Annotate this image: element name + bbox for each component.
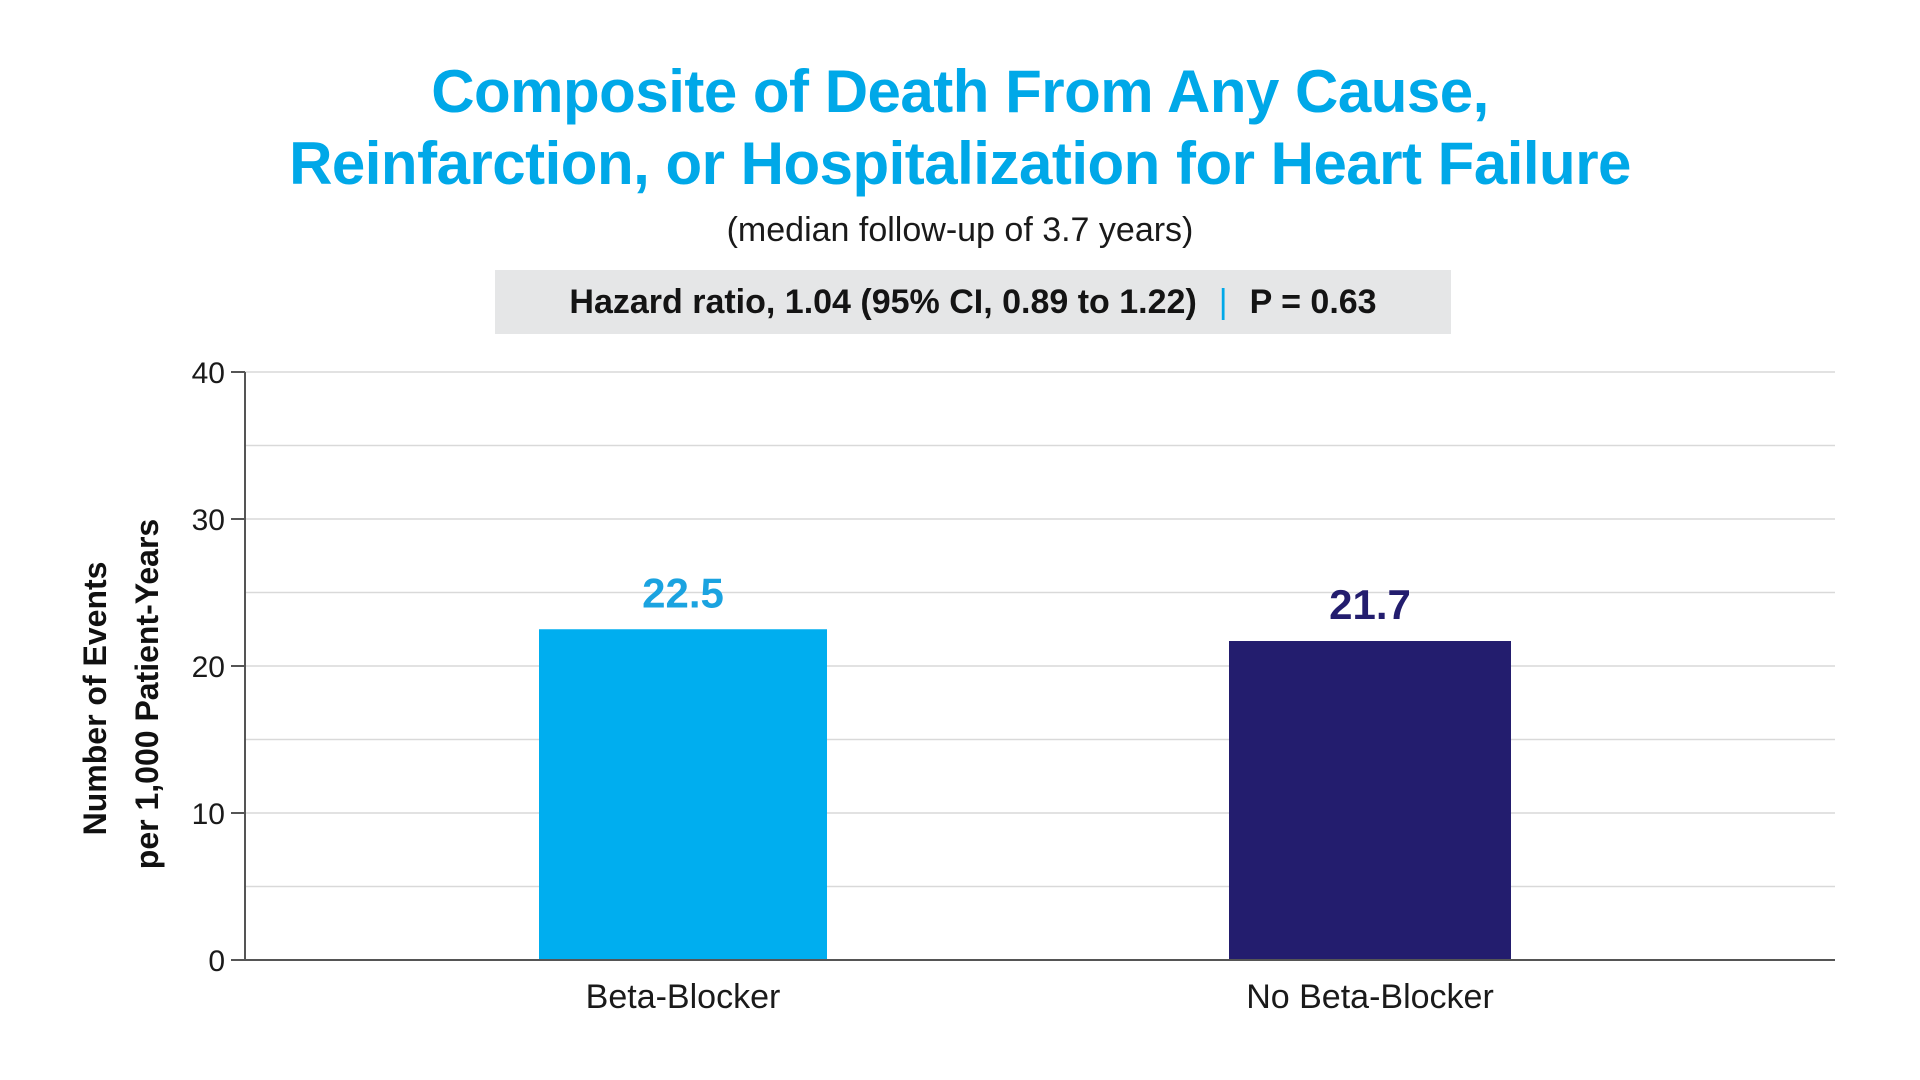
bar-value-label: 22.5 bbox=[642, 569, 724, 616]
bars bbox=[539, 629, 1511, 960]
category-label: Beta-Blocker bbox=[586, 978, 781, 1016]
bar-beta-blocker bbox=[539, 629, 827, 960]
y-tick-label: 20 bbox=[192, 651, 225, 684]
bar-no-beta-blocker bbox=[1229, 641, 1511, 960]
p-value-text: P = 0.63 bbox=[1249, 282, 1377, 321]
bar-value-label: 21.7 bbox=[1329, 581, 1411, 628]
gridlines bbox=[245, 371, 1835, 888]
labels: 22.5 Beta-Blocker 21.7 No Beta-Blocker bbox=[586, 569, 1494, 1016]
y-tick-label: 40 bbox=[192, 357, 225, 390]
chart-title-line-1: Composite of Death From Any Cause, bbox=[431, 58, 1489, 125]
y-tick-label: 0 bbox=[208, 945, 225, 978]
chart-subtitle: (median follow-up of 3.7 years) bbox=[726, 211, 1194, 249]
y-tick-label: 10 bbox=[192, 798, 225, 831]
stats-box: Hazard ratio, 1.04 (95% CI, 0.89 to 1.22… bbox=[495, 270, 1451, 334]
y-tick-label: 30 bbox=[192, 504, 225, 537]
hazard-ratio-text: Hazard ratio, 1.04 (95% CI, 0.89 to 1.22… bbox=[569, 282, 1197, 321]
y-axis-title-line-2: per 1,000 Patient-Years bbox=[129, 519, 165, 869]
category-label: No Beta-Blocker bbox=[1246, 978, 1494, 1016]
y-axis-title-line-1: Number of Events bbox=[77, 562, 113, 836]
stats-separator: | bbox=[1218, 282, 1228, 321]
y-axis-title: Number of Events per 1,000 Patient-Years bbox=[77, 519, 165, 869]
y-ticks: 0 10 20 30 40 bbox=[192, 357, 245, 978]
chart-title-line-2: Reinfarction, or Hospitalization for Hea… bbox=[289, 130, 1631, 197]
